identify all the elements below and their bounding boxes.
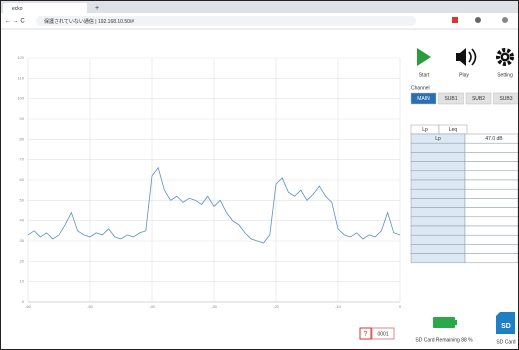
table-cell <box>464 152 519 162</box>
y-tick-label: 0 <box>22 299 25 304</box>
x-tick-label: -50 <box>87 304 94 309</box>
new-tab[interactable]: + <box>95 5 99 12</box>
y-tick-label: 50 <box>20 197 25 202</box>
y-tick-label: 30 <box>20 238 25 243</box>
sd-remaining: SD Card Remaining 88 % <box>415 337 473 343</box>
channel-buttons: MAIN SUB1 SUB2 SUB3 <box>410 92 519 105</box>
channel-button-label: SUB3 <box>499 96 512 102</box>
y-tick-label: 80 <box>20 136 25 141</box>
battery-tip <box>455 320 457 325</box>
table-cell <box>464 253 519 264</box>
url: 保護されていない通信 | 192.168.10.50/# <box>44 18 134 25</box>
table-cell <box>464 207 519 218</box>
table-cell <box>410 207 466 218</box>
play-label: Play <box>459 72 469 78</box>
level-table: Lp Leq Lp 47.0 dB <box>410 124 519 264</box>
table-cell <box>410 170 466 181</box>
error-icon-box <box>359 327 372 340</box>
error-code-box <box>371 327 395 340</box>
table-cell <box>464 234 519 245</box>
y-tick-label: 40 <box>20 218 25 223</box>
level-line <box>27 166 401 244</box>
sd-icon <box>496 312 515 334</box>
y-tick-label: 70 <box>20 157 25 162</box>
x-tick-label: -60 <box>25 304 32 309</box>
setting-label: Setting <box>497 72 513 78</box>
channel-button-label: SUB1 <box>444 96 457 102</box>
table-cell <box>410 198 466 208</box>
table-cell <box>410 216 466 227</box>
sd-icon-label: SD <box>501 323 511 330</box>
table-tab-label: Lp <box>422 127 428 133</box>
table-header-name: Lp <box>435 136 441 142</box>
channel-button-label: MAIN <box>417 96 430 102</box>
setting-icon[interactable] <box>496 48 514 66</box>
channel-button[interactable] <box>410 92 437 105</box>
table-cell <box>410 142 466 153</box>
table-cell <box>410 188 466 199</box>
y-tick-label: 110 <box>18 75 25 80</box>
table-cell <box>464 161 519 172</box>
tab-bar <box>0 0 519 13</box>
tab[interactable] <box>3 3 87 13</box>
table-cell <box>464 170 519 181</box>
setting-icon-hole <box>503 55 507 59</box>
y-tick-label: 100 <box>17 96 24 101</box>
x-tick-label: -30 <box>211 304 218 309</box>
table-cell <box>464 216 519 227</box>
table-tab-label: Leq <box>449 127 458 133</box>
channel-label: Channel <box>411 85 430 91</box>
battery-icon <box>433 317 455 328</box>
profile-icon[interactable] <box>502 17 508 23</box>
chart: 0 10 20 30 40 50 60 70 80 90 100 110 120 -60 -50 -40 -30… <box>17 55 402 309</box>
channel-button-label: SUB2 <box>472 96 485 102</box>
table-cell <box>464 225 519 236</box>
x-tick-label: -40 <box>149 304 156 309</box>
channel-button[interactable] <box>438 92 464 105</box>
channel-button[interactable] <box>465 92 492 105</box>
table-cell <box>410 152 466 162</box>
tab-title: ecko <box>12 6 23 12</box>
start-icon[interactable] <box>417 48 431 66</box>
address-bar[interactable] <box>36 16 416 26</box>
x-tick-label: -20 <box>273 304 280 309</box>
y-tick-label: 60 <box>20 177 25 182</box>
start-label: Start <box>419 72 430 78</box>
table-cell <box>410 253 466 264</box>
table-cell <box>410 225 466 236</box>
error-icon: ? <box>364 331 368 338</box>
y-tick-label: 120 <box>17 55 24 60</box>
extension-icon[interactable] <box>475 17 481 23</box>
play-icon-waves <box>468 48 477 66</box>
y-tick-label: 90 <box>20 116 25 121</box>
y-tick-label: 10 <box>20 279 25 284</box>
x-tick-label: -10 <box>335 304 342 309</box>
sd-label: SD Card <box>496 339 515 345</box>
play-icon[interactable] <box>456 48 466 66</box>
table-cell <box>410 179 466 190</box>
table-cell <box>410 161 466 172</box>
table-cell <box>410 234 466 245</box>
error-code: 0001 <box>377 331 388 337</box>
table-cell <box>464 244 519 254</box>
table-cell <box>410 244 466 254</box>
nav-buttons[interactable]: ← → C <box>5 19 25 25</box>
extension-icon[interactable] <box>452 17 458 23</box>
table-cell <box>464 142 519 153</box>
table-cell <box>464 179 519 190</box>
y-tick-label: 20 <box>20 258 25 263</box>
table-cell <box>464 198 519 208</box>
x-tick-label: 0 <box>399 304 402 309</box>
table-cell <box>464 188 519 199</box>
table-header-value: 47.0 dB <box>485 136 503 142</box>
